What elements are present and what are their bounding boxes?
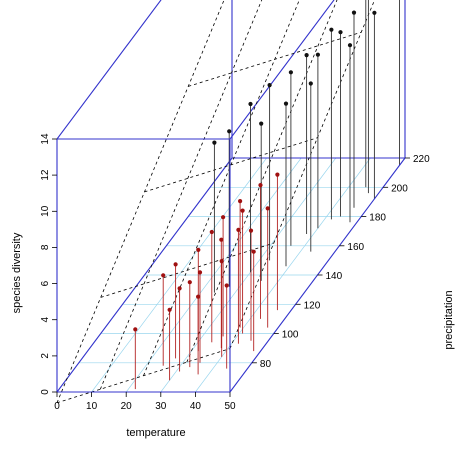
surface-line: [100, 242, 274, 298]
data-point: [248, 101, 253, 107]
data-point: [167, 307, 172, 312]
y-tick-label: 160: [347, 242, 364, 253]
data-point: [372, 10, 377, 15]
data-point: [248, 228, 254, 233]
regression-surface: [56, 0, 376, 404]
data-point: [258, 183, 263, 188]
y-tick-label: 140: [326, 271, 343, 282]
data-point: [338, 30, 343, 35]
data-point: [238, 199, 243, 204]
y-tick-label: 120: [304, 300, 321, 311]
y-tick-label: 100: [282, 330, 299, 341]
surface-line: [186, 0, 338, 363]
axis-ticks: 0 10 20 30 40 50 0 2 4 6 8 10 12 14 80 100 120 140 160 180 2…: [40, 133, 430, 412]
data-point: [304, 53, 309, 58]
data-point: [161, 273, 166, 278]
surface-line: [99, 0, 263, 390]
data-points: [133, 10, 377, 332]
x-tick-label: 30: [155, 401, 167, 412]
y-tick-label: 80: [260, 359, 272, 370]
z-tick-label: 6: [40, 280, 51, 286]
z-tick-label: 12: [40, 169, 51, 181]
x-axis-label: temperature: [126, 427, 185, 439]
data-point: [347, 43, 353, 48]
data-point: [173, 262, 178, 267]
x-tick-label: 0: [54, 401, 60, 412]
box-edge: [56, 157, 233, 393]
y-axis-label: precipitation: [443, 290, 455, 349]
data-point: [212, 140, 217, 145]
y-tick-label: 200: [391, 183, 408, 194]
z-tick-label: 0: [40, 389, 51, 395]
data-point: [227, 129, 232, 134]
data-point: [133, 327, 138, 332]
data-point: [351, 10, 357, 15]
surface-line: [56, 348, 231, 404]
data-point: [219, 237, 224, 242]
box-front: [56, 138, 406, 393]
data-point: [224, 283, 229, 288]
data-point: [240, 208, 245, 213]
z-tick-label: 2: [40, 353, 51, 359]
surface-line: [56, 0, 225, 403]
data-point: [265, 206, 270, 211]
data-point: [221, 215, 226, 220]
data-point: [219, 259, 224, 264]
data-point: [267, 83, 272, 88]
z-axis-label: species diversity: [11, 232, 23, 313]
data-point: [288, 70, 293, 75]
data-point: [308, 81, 313, 86]
data-point: [329, 27, 334, 32]
data-point: [236, 227, 241, 232]
surface-line: [188, 31, 362, 87]
data-point: [177, 286, 182, 291]
x-tick-label: 20: [121, 401, 133, 412]
data-point: [196, 294, 201, 299]
data-point: [315, 52, 320, 57]
surface-line: [144, 137, 318, 193]
data-point: [259, 121, 264, 126]
data-point: [187, 280, 192, 285]
box-edge: [229, 0, 335, 140]
box-edge: [56, 0, 162, 140]
floor-grid: [56, 157, 406, 393]
x-tick-label: 40: [190, 401, 202, 412]
z-tick-label: 8: [40, 244, 51, 250]
x-tick-label: 50: [224, 401, 236, 412]
data-point: [209, 229, 214, 235]
z-tick-label: 14: [40, 133, 51, 145]
z-tick-label: 10: [40, 205, 51, 217]
z-tick-label: 4: [40, 316, 51, 322]
y-tick-label: 220: [413, 154, 430, 165]
data-point: [275, 172, 280, 177]
data-point: [251, 249, 256, 254]
data-point: [283, 101, 289, 106]
data-point: [197, 270, 203, 275]
x-tick-label: 10: [86, 401, 98, 412]
data-point: [196, 247, 201, 252]
box-back: [56, 0, 406, 393]
point-stems: [134, 0, 400, 390]
y-tick-label: 180: [369, 213, 386, 224]
